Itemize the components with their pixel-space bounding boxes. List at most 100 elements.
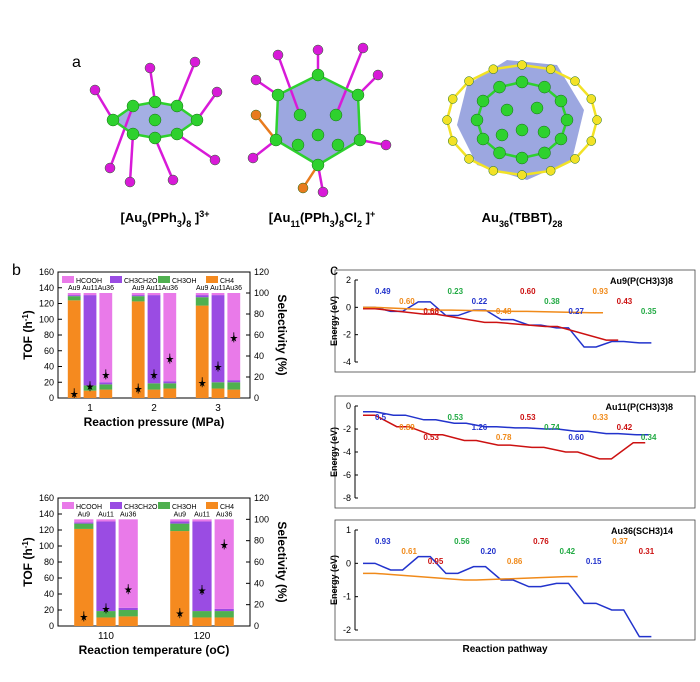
chart-pressure-legend-swatch <box>206 276 218 283</box>
profile-au9-ytick-label: -4 <box>343 357 351 367</box>
chart-temperature-bar-ch4 <box>214 617 234 626</box>
profile-au36-ytick-label: -2 <box>343 625 351 635</box>
profile-au9-barrier-label: 0.68 <box>423 307 439 316</box>
au36-s-atom <box>545 64 556 74</box>
chart-temperature-y2label: Selectivity (%) <box>275 521 289 602</box>
profile-au11-barrier-label: 1.26 <box>472 423 488 432</box>
chart-pressure-bar-ch3oh <box>99 384 113 390</box>
profile-au36-barrier-label: 0.20 <box>480 547 496 556</box>
chart-pressure-xlabel: Reaction pressure (MPa) <box>84 415 225 429</box>
profile-au11-barrier-label: 0.89 <box>399 423 415 432</box>
profile-au9-energy-path <box>363 301 652 348</box>
au9-au-atom <box>106 113 120 127</box>
chart-pressure-bar-label: Au36 <box>162 285 178 292</box>
au36-au-atom <box>476 132 490 146</box>
profile-au36-barrier-label: 0.37 <box>612 537 628 546</box>
profile-au11-barrier-label: 0.74 <box>544 423 560 432</box>
au11-au-atom <box>271 88 285 102</box>
chart-temperature-bar-ch3ch2oh <box>192 521 212 612</box>
chart-pressure-ytick-label: 160 <box>39 267 54 277</box>
chart-temperature-legend-label: CH4 <box>220 504 234 511</box>
chart-pressure-xtick-label: 3 <box>215 403 221 414</box>
chart-temperature-legend-swatch <box>158 502 170 509</box>
au9-bond <box>128 133 135 183</box>
profile-au11-title: Au11(P(CH3)3)8 <box>605 402 673 412</box>
chart-pressure-bar-ch3ch2oh <box>147 295 161 384</box>
au11-au-atom <box>351 88 365 102</box>
chart-temperature-ytick-label: 0 <box>49 621 54 631</box>
chart-pressure-legend-label: CH3CH2OH <box>124 278 163 285</box>
profile-au36-title: Au36(SCH3)14 <box>611 526 673 536</box>
chart-pressure-y2tick-label: 20 <box>254 372 264 382</box>
chart-temperature-xlabel: Reaction temperature (oC) <box>79 643 230 657</box>
chart-temperature-legend-swatch <box>62 502 74 509</box>
chart-pressure-bar-ch3ch2oh <box>163 381 177 384</box>
chart-pressure-bar-ch3ch2oh <box>227 380 241 383</box>
au36-s-atom <box>447 136 458 146</box>
profile-au9-ytick-label: 2 <box>346 275 351 285</box>
au9-bond <box>108 105 135 169</box>
chart-pressure-ytick-label: 100 <box>39 314 54 324</box>
au11-bond <box>334 47 365 116</box>
au9-au-atom <box>148 95 162 109</box>
chart-temperature-bar-ch3oh <box>96 611 116 618</box>
profile-au9-ytick-label: 0 <box>346 302 351 312</box>
au36-au-atom <box>493 146 506 160</box>
profile-au9-frame <box>334 269 696 373</box>
chart-temperature-bar-ch4 <box>74 528 94 626</box>
profile-au36-energy-path <box>363 555 652 638</box>
au36-au-atom <box>493 80 506 94</box>
au9-au-atom <box>170 99 184 113</box>
chart-pressure-bar-ch3ch2oh <box>99 382 113 385</box>
chart-temperature-ytick-label: 20 <box>44 605 54 615</box>
au11-core-bond <box>277 73 319 97</box>
chart-temperature-y2tick-label: 120 <box>254 493 269 503</box>
chart-pressure-y2label: Selectivity (%) <box>275 294 289 375</box>
chart-temperature-y2tick-label: 60 <box>254 557 264 567</box>
au36-s-atom <box>517 60 527 70</box>
chart-pressure-legend-swatch <box>110 276 122 283</box>
profile-au11-ytick-label: -4 <box>343 447 351 457</box>
chart-temperature-bar-ch3oh <box>214 611 234 618</box>
profile-au9-barrier-label: 0.60 <box>399 297 415 306</box>
chart-pressure-bar-ch3ch2oh <box>211 295 225 383</box>
profile-au9-ylabel: Energy (eV) <box>329 296 339 346</box>
chart-temperature-bar-ch4 <box>96 617 116 626</box>
au11-core-bond <box>274 94 280 141</box>
chart-temperature-bar-hcooh <box>74 519 94 523</box>
chart-pressure-legend-label: CH3OH <box>172 278 197 285</box>
panel-label-a: a <box>72 54 81 71</box>
panel-label-b: b <box>12 262 21 279</box>
chart-pressure-bar-ch3oh <box>131 296 145 302</box>
au11-cl-atom <box>297 182 309 194</box>
chart-pressure-ytick-label: 40 <box>44 362 54 372</box>
profile-au11-ytick-label: -6 <box>343 470 351 480</box>
chart-pressure-bar-hcooh <box>163 293 177 382</box>
au11-au-atom <box>331 138 345 152</box>
au11-au-atom <box>353 133 367 147</box>
au36-au-atom <box>500 103 514 117</box>
au36-s-atom <box>570 76 580 86</box>
au11-au-atom <box>311 158 325 172</box>
au36-au-atom <box>554 94 568 108</box>
au11-core-bond <box>275 138 319 167</box>
chart-temperature-bar-hcooh <box>96 519 116 522</box>
profile-au9-barrier-label: 0.22 <box>472 297 488 306</box>
profile-au11-ylabel: Energy (eV) <box>329 427 339 477</box>
cluster-label-au9: [Au9(PPh3)8 ]3+ <box>121 209 210 229</box>
profile-au11-barrier-label: 0.33 <box>593 413 609 422</box>
au36-staple <box>521 63 551 71</box>
chart-temperature-bar-hcooh <box>118 519 138 608</box>
profile-au11-barrier-label: 0.53 <box>423 433 439 442</box>
chart-pressure-bar-ch3oh <box>67 296 81 301</box>
chart-temperature-ylabel: TOF (h-1) <box>21 537 36 587</box>
au11-bond <box>276 54 302 116</box>
chart-temperature-xtick-label: 110 <box>98 631 114 642</box>
chart-temperature-xtick-label: 120 <box>194 631 211 642</box>
profile-au11-energy-path <box>363 411 649 436</box>
chart-pressure-bar-ch4 <box>163 388 177 398</box>
chart-temperature-bar-ch4 <box>118 616 138 626</box>
chart-pressure-bar-ch3oh <box>195 297 209 306</box>
chart-pressure-ytick-label: 0 <box>49 393 54 403</box>
au36-au-atom <box>538 80 551 94</box>
